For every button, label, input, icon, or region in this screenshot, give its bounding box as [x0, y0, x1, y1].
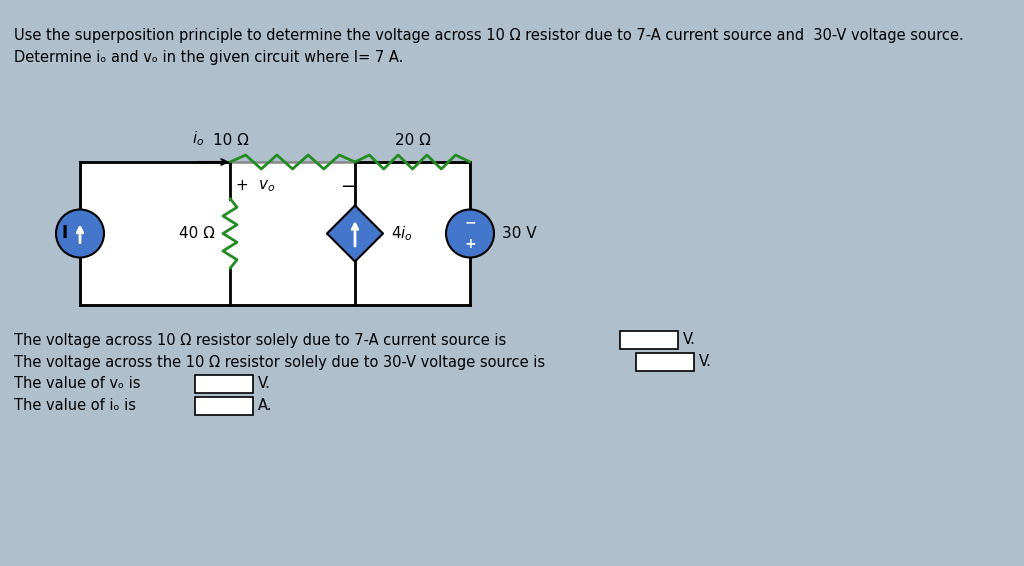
Text: The value of vₒ is: The value of vₒ is: [14, 376, 140, 392]
Text: I: I: [61, 225, 68, 242]
Text: +: +: [234, 178, 248, 193]
Text: V.: V.: [699, 354, 712, 370]
Text: The voltage across the 10 Ω resistor solely due to 30-V voltage source is: The voltage across the 10 Ω resistor sol…: [14, 354, 545, 370]
Circle shape: [446, 209, 494, 258]
Text: −: −: [464, 216, 476, 230]
Text: +: +: [464, 237, 476, 251]
Text: $i_o$: $i_o$: [193, 129, 204, 148]
Text: V.: V.: [258, 376, 271, 392]
Polygon shape: [327, 205, 383, 261]
Text: $v_o$: $v_o$: [258, 178, 275, 194]
Bar: [636, 353, 694, 371]
Text: The value of iₒ is: The value of iₒ is: [14, 398, 136, 414]
Bar: [195, 397, 253, 415]
Text: A.: A.: [258, 398, 272, 414]
Circle shape: [56, 209, 104, 258]
Text: Determine iₒ and vₒ in the given circuit where I= 7 A.: Determine iₒ and vₒ in the given circuit…: [14, 50, 403, 65]
Text: The voltage across 10 Ω resistor solely due to 7-A current source is: The voltage across 10 Ω resistor solely …: [14, 332, 506, 348]
Bar: [620, 331, 678, 349]
Text: −: −: [340, 178, 355, 196]
Text: 30 V: 30 V: [502, 226, 537, 241]
Bar: [195, 375, 253, 393]
Text: 10 Ω: 10 Ω: [213, 133, 249, 148]
Text: Use the superposition principle to determine the voltage across 10 Ω resistor du: Use the superposition principle to deter…: [14, 28, 964, 43]
Bar: [80, 162, 470, 305]
Text: 40 Ω: 40 Ω: [179, 226, 215, 241]
Text: $4i_o$: $4i_o$: [391, 224, 413, 243]
Text: V.: V.: [683, 332, 696, 348]
Text: 20 Ω: 20 Ω: [394, 133, 430, 148]
